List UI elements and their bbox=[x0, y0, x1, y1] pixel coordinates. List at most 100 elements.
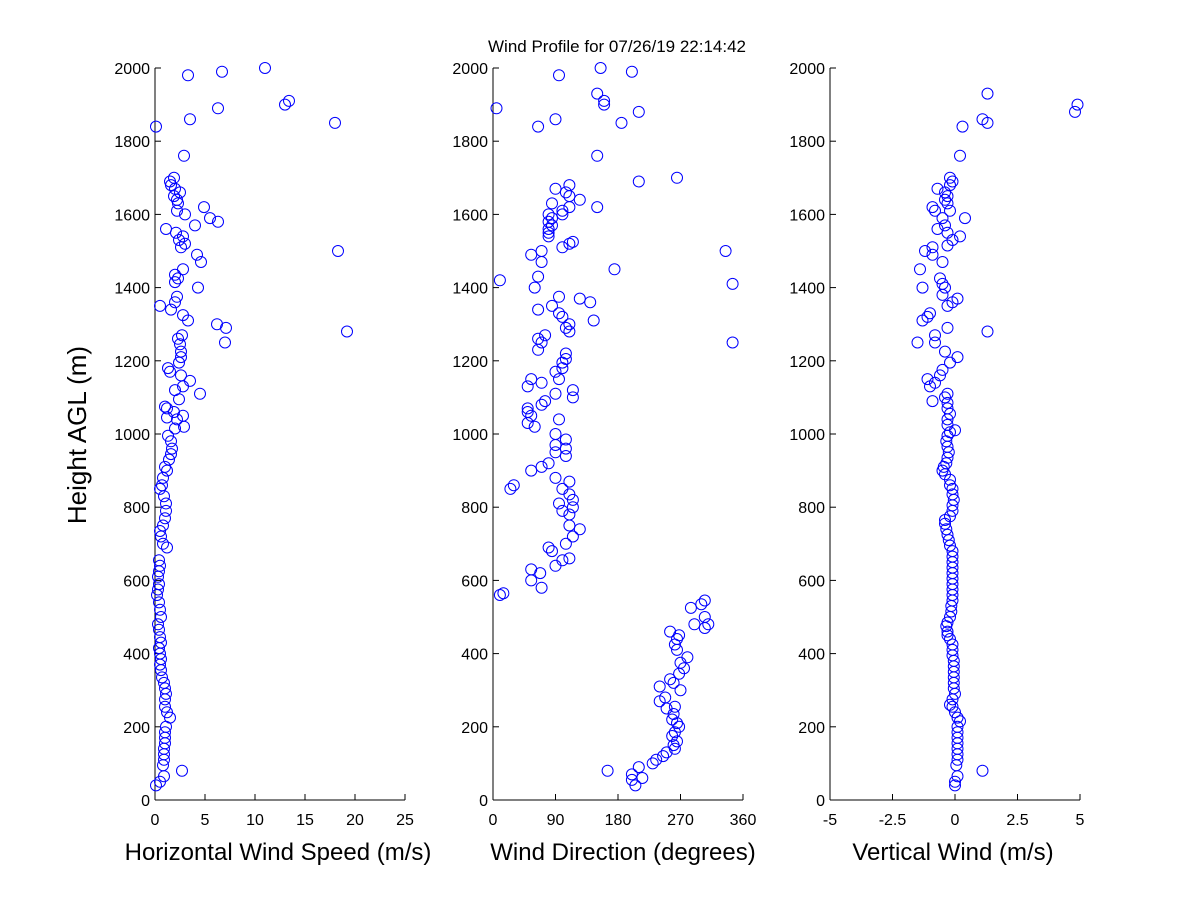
data-point bbox=[168, 171, 180, 184]
data-point bbox=[204, 212, 216, 225]
data-point bbox=[165, 303, 177, 316]
data-point bbox=[646, 757, 659, 770]
x-tick-label: 270 bbox=[667, 812, 694, 829]
data-point bbox=[165, 448, 177, 461]
data-point bbox=[591, 201, 604, 214]
data-point bbox=[152, 583, 164, 596]
data-point bbox=[542, 230, 555, 243]
data-point bbox=[259, 62, 271, 74]
y-tick-label: 1200 bbox=[452, 354, 488, 371]
data-point bbox=[172, 332, 184, 345]
data-point bbox=[563, 508, 576, 521]
data-point bbox=[528, 281, 541, 294]
data-point bbox=[976, 764, 989, 777]
x-tick-label: -2.5 bbox=[879, 812, 907, 829]
y-tick-label: 800 bbox=[123, 500, 150, 517]
data-point bbox=[632, 761, 645, 774]
data-point bbox=[532, 270, 545, 283]
chart-title: Wind Profile for 07/26/19 22:14:42 bbox=[488, 37, 746, 56]
data-point bbox=[944, 356, 956, 369]
y-tick-label: 1400 bbox=[789, 281, 825, 298]
data-point bbox=[175, 345, 187, 358]
data-point bbox=[946, 175, 959, 188]
data-point bbox=[921, 310, 934, 323]
data-point bbox=[535, 256, 548, 268]
data-point bbox=[211, 318, 223, 331]
data-point bbox=[954, 149, 966, 162]
data-point bbox=[535, 376, 548, 389]
data-point bbox=[341, 325, 353, 338]
data-point bbox=[559, 442, 572, 455]
data-point bbox=[563, 179, 576, 192]
data-point bbox=[556, 504, 569, 517]
data-point bbox=[546, 299, 558, 312]
data-point bbox=[681, 651, 694, 664]
data-point bbox=[563, 552, 576, 565]
data-point bbox=[159, 700, 171, 713]
data-point bbox=[159, 682, 171, 695]
data-point bbox=[929, 204, 941, 217]
data-point bbox=[591, 87, 604, 100]
data-point bbox=[507, 479, 520, 492]
data-point bbox=[941, 387, 954, 400]
data-point bbox=[929, 336, 941, 349]
data-point bbox=[559, 321, 572, 334]
data-point bbox=[532, 332, 545, 345]
data-point bbox=[942, 446, 955, 459]
data-point bbox=[192, 281, 204, 294]
data-point bbox=[726, 336, 739, 349]
data-point bbox=[556, 208, 569, 221]
data-point bbox=[168, 406, 180, 418]
data-point bbox=[934, 369, 946, 382]
data-point bbox=[165, 435, 177, 448]
data-point bbox=[941, 418, 954, 431]
y-tick-label: 200 bbox=[798, 720, 825, 737]
y-tick-label: 200 bbox=[461, 720, 488, 737]
y-tick-label: 800 bbox=[461, 500, 488, 517]
data-point bbox=[563, 519, 576, 532]
data-point bbox=[951, 720, 964, 733]
data-point bbox=[169, 296, 181, 309]
data-point bbox=[521, 402, 534, 415]
data-point bbox=[566, 501, 579, 514]
data-point bbox=[556, 554, 569, 567]
data-point bbox=[625, 65, 638, 78]
data-point bbox=[939, 193, 951, 206]
data-point bbox=[944, 633, 956, 645]
data-point bbox=[177, 309, 189, 322]
data-point bbox=[559, 450, 572, 462]
data-point bbox=[156, 671, 168, 684]
data-point bbox=[169, 276, 181, 289]
data-point bbox=[941, 226, 954, 239]
y-tick-label: 400 bbox=[798, 647, 825, 664]
data-point bbox=[535, 245, 548, 257]
data-point bbox=[162, 429, 174, 442]
data-point bbox=[159, 400, 171, 413]
data-point bbox=[497, 587, 510, 600]
data-point bbox=[532, 303, 545, 316]
data-point bbox=[535, 398, 548, 411]
data-point bbox=[172, 272, 184, 285]
x-tick-label: 10 bbox=[246, 812, 264, 829]
data-point bbox=[160, 223, 172, 235]
data-point bbox=[525, 409, 538, 422]
data-point bbox=[162, 362, 174, 375]
data-point bbox=[660, 702, 673, 715]
y-tick-label: 0 bbox=[816, 793, 825, 810]
data-point bbox=[549, 182, 562, 195]
data-point bbox=[542, 457, 555, 470]
data-point bbox=[666, 730, 679, 742]
y-tick-label: 1800 bbox=[452, 134, 488, 151]
data-point bbox=[173, 234, 185, 246]
data-point bbox=[539, 395, 552, 408]
data-point bbox=[919, 245, 931, 257]
data-point bbox=[175, 369, 187, 382]
x-axis-label: Wind Direction (degrees) bbox=[490, 839, 755, 866]
data-point bbox=[939, 345, 951, 358]
data-point bbox=[158, 676, 170, 689]
x-tick-label: 0 bbox=[151, 812, 160, 829]
data-point bbox=[598, 94, 611, 107]
data-point bbox=[698, 611, 711, 623]
data-point bbox=[182, 69, 194, 82]
x-tick-label: 5 bbox=[1076, 812, 1085, 829]
